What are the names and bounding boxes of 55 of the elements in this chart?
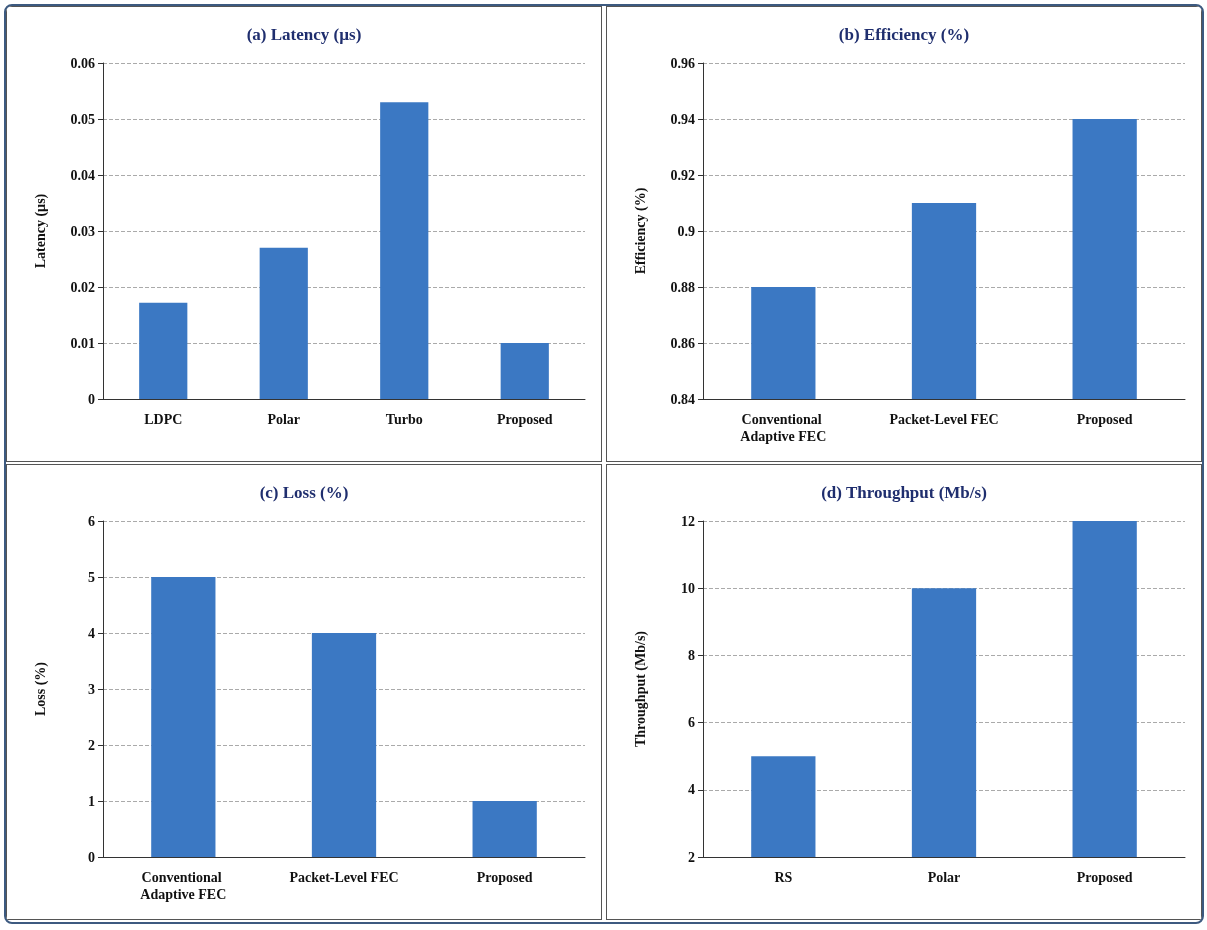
chart-title: (a) Latency (µs) (246, 25, 362, 44)
y-axis-title: Throughput (Mb/s) (632, 630, 649, 748)
x-tick-label: Conventional Adaptive FEC (740, 412, 827, 444)
y-tick-label: 0.92 (670, 167, 695, 183)
y-tick-label: 4 (688, 782, 695, 798)
y-tick-label: 0.86 (670, 335, 695, 351)
y-tick-label: 0.94 (670, 111, 695, 127)
y-tick-label: 0.9 (677, 223, 695, 239)
y-tick-label: 0.02 (70, 279, 95, 295)
y-tick-label: 6 (688, 715, 695, 731)
x-tick-label: RS (774, 870, 793, 885)
y-tick-label: 2 (688, 849, 695, 865)
y-tick-label: 4 (88, 625, 95, 641)
chart-title: (b) Efficiency (%) (838, 25, 970, 44)
y-tick-label: 1 (88, 793, 95, 809)
x-tick-label: Packet-Level FEC (289, 870, 399, 885)
x-tick-label: Turbo (385, 412, 423, 427)
x-tick-label: Polar (267, 412, 301, 427)
x-tick-label: Proposed (476, 870, 533, 885)
chart-title: (d) Throughput (Mb/s) (821, 483, 987, 502)
y-tick-label: 0.06 (70, 55, 95, 71)
y-tick-label: 0.04 (70, 167, 95, 183)
y-tick-label: 0.03 (70, 223, 95, 239)
y-tick-label: 0.96 (670, 55, 695, 71)
y-tick-label: 0 (88, 391, 95, 407)
y-tick-label: 0.05 (70, 111, 95, 127)
y-tick-label: 10 (681, 580, 695, 596)
y-tick-label: 0.01 (70, 335, 95, 351)
bar (380, 102, 429, 399)
x-tick-label: Proposed (496, 412, 553, 427)
chart-title: (c) Loss (%) (259, 483, 349, 502)
y-tick-label: 12 (681, 513, 695, 529)
y-tick-label: 3 (88, 681, 95, 697)
bar (472, 801, 537, 857)
x-tick-label: Proposed (1076, 412, 1133, 427)
y-tick-label: 6 (88, 513, 95, 529)
bar (311, 633, 377, 857)
bar (500, 343, 549, 399)
x-tick-label: Polar (927, 870, 961, 885)
x-tick-label: Proposed (1076, 870, 1133, 885)
bar (151, 577, 216, 857)
y-axis-title: Loss (%) (32, 661, 49, 717)
x-tick-label: LDPC (144, 412, 183, 427)
x-tick-label: Conventional Adaptive FEC (140, 870, 227, 902)
bar (259, 247, 308, 399)
y-tick-label: 0.84 (670, 391, 695, 407)
y-tick-label: 5 (88, 569, 95, 585)
y-tick-label: 0 (88, 849, 95, 865)
bar (139, 302, 188, 399)
x-tick-label: Packet-Level FEC (889, 412, 999, 427)
y-tick-label: 0.88 (670, 279, 695, 295)
y-axis-title: Latency (µs) (32, 193, 49, 269)
y-tick-label: 8 (688, 647, 695, 663)
y-tick-label: 2 (88, 737, 95, 753)
y-axis-title: Efficiency (%) (632, 187, 649, 275)
